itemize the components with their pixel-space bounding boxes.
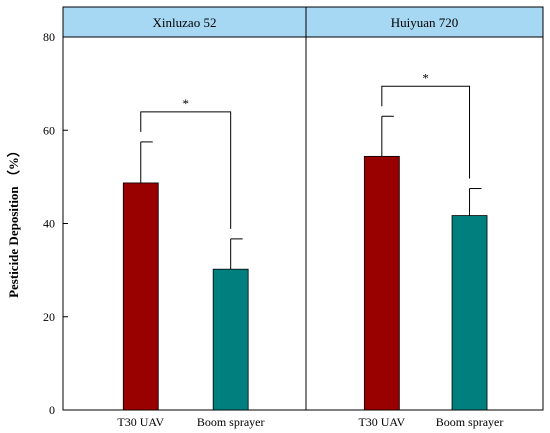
y-axis-label: Pesticide Deposition （%） xyxy=(6,144,21,298)
significance-bracket xyxy=(381,85,471,179)
y-tick-label: 80 xyxy=(43,30,55,44)
y-tick-label: 60 xyxy=(43,123,55,137)
x-tick-label: Boom sprayer xyxy=(197,415,265,429)
panel-header-strip xyxy=(62,6,544,38)
x-tick-label: T30 UAV xyxy=(358,415,405,429)
significance-label: * xyxy=(182,96,189,111)
plot-frame xyxy=(62,6,544,411)
bar xyxy=(212,268,249,411)
y-tick-label: 0 xyxy=(49,403,55,417)
x-tick-label: Boom sprayer xyxy=(436,415,504,429)
panel-title: Xinluzao 52 xyxy=(153,15,217,30)
bar xyxy=(363,155,400,411)
significance-label: * xyxy=(422,70,429,85)
bar xyxy=(451,215,488,411)
bar xyxy=(122,182,159,411)
significance-bracket xyxy=(140,111,232,229)
panel-title: Huiyuan 720 xyxy=(391,15,459,30)
x-tick-label: T30 UAV xyxy=(117,415,164,429)
y-tick-label: 40 xyxy=(43,217,55,231)
y-tick-label: 20 xyxy=(43,310,55,324)
